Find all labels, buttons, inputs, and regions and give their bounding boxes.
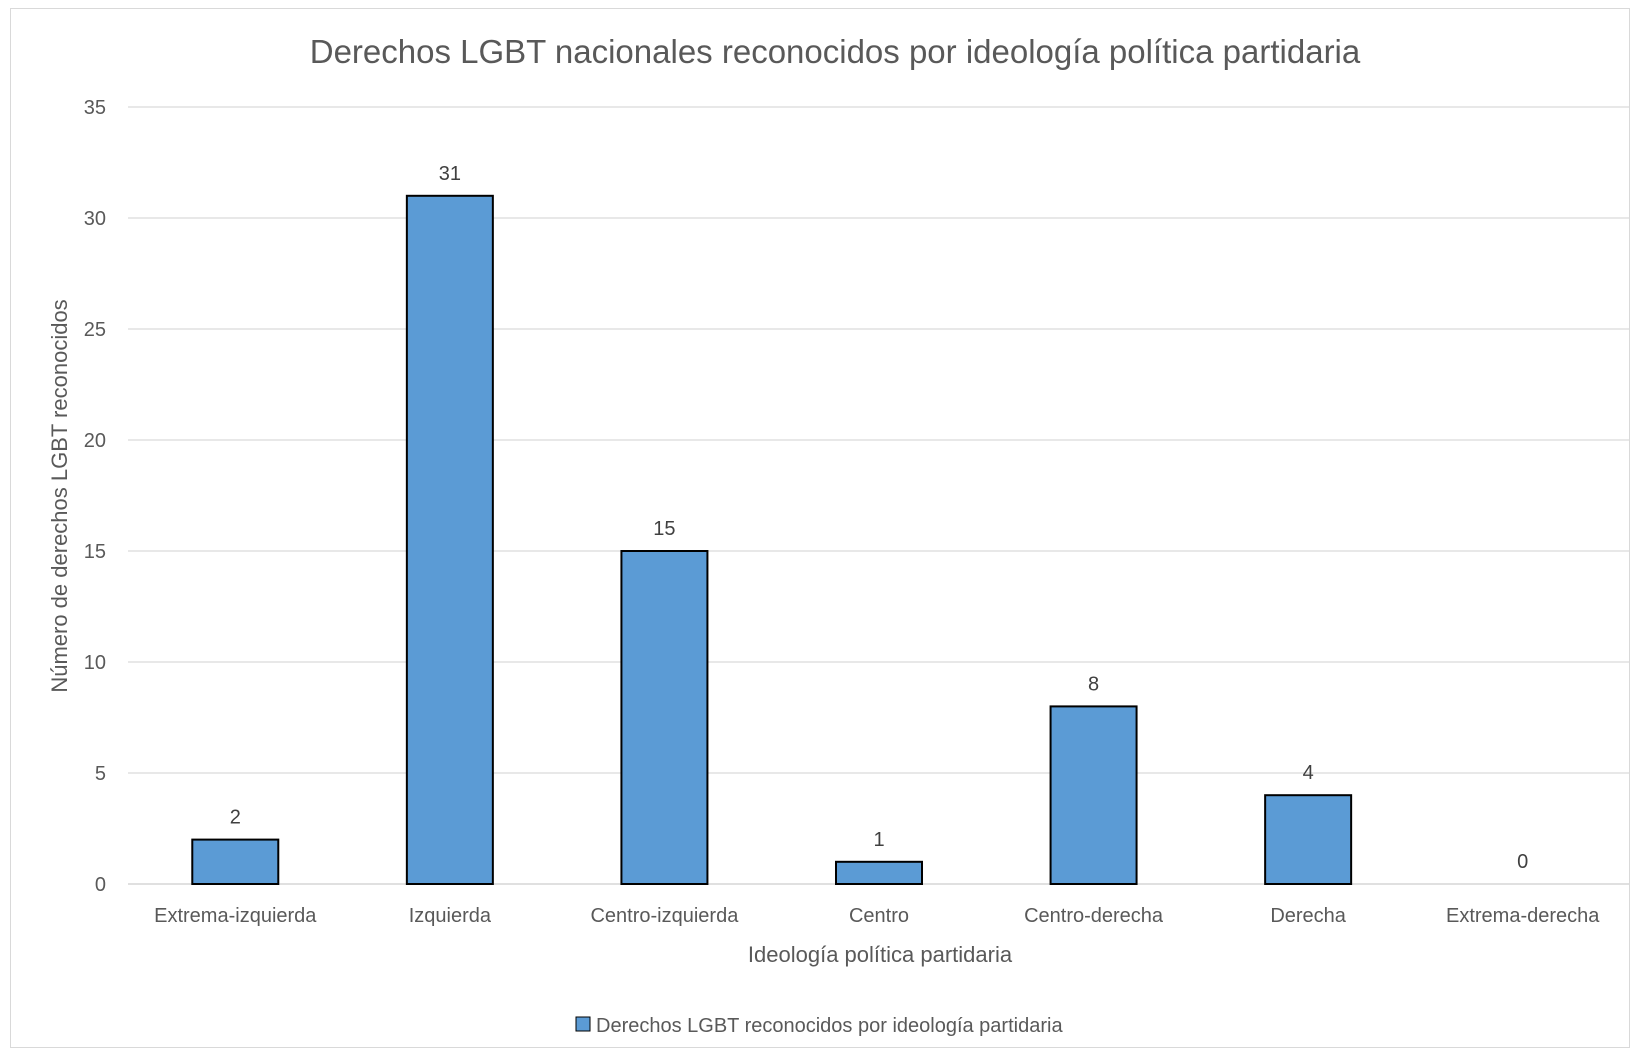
- x-tick-label: Centro-izquierda: [590, 905, 739, 927]
- chart-frame: [10, 8, 1630, 1048]
- gridlines: [128, 106, 1630, 885]
- bar-centro-izquierda: [620, 550, 709, 885]
- bar-extrema-izquierda: [191, 838, 280, 885]
- bar-centro-derecha: [1049, 705, 1138, 886]
- data-labels: 2 31 15 1 8 4 0: [230, 163, 1529, 873]
- x-tick-label: Centro-derecha: [1024, 905, 1164, 927]
- x-tick-label: Extrema-izquierda: [154, 905, 317, 927]
- data-label: 2: [230, 807, 241, 829]
- data-label: 31: [439, 163, 461, 185]
- bar-izquierda: [405, 194, 494, 886]
- data-label: 1: [873, 829, 884, 851]
- y-axis-ticks: 0 5 10 15 20 25 30 35: [84, 97, 106, 896]
- bar-derecha: [1264, 794, 1353, 886]
- data-label: 8: [1088, 673, 1099, 695]
- legend-swatch: [575, 1016, 591, 1032]
- bar-centro: [835, 860, 923, 885]
- y-tick-label: 10: [84, 652, 106, 674]
- y-tick-label: 5: [95, 763, 106, 785]
- y-tick-label: 30: [84, 208, 106, 230]
- chart-title: Derechos LGBT nacionales reconocidos por…: [310, 33, 1361, 70]
- x-tick-label: Derecha: [1270, 905, 1346, 927]
- x-axis-title: Ideología política partidaria: [748, 942, 1013, 967]
- y-tick-label: 0: [95, 874, 106, 896]
- data-label: 0: [1517, 851, 1528, 873]
- x-axis-ticks: Extrema-izquierda Izquierda Centro-izquier…: [154, 905, 1600, 927]
- legend-label: Derechos LGBT reconocidos por ideología …: [596, 1015, 1063, 1037]
- legend: Derechos LGBT reconocidos por ideología …: [575, 1015, 1063, 1037]
- data-label: 15: [653, 518, 675, 540]
- y-axis-title: Número de derechos LGBT reconocidos: [47, 299, 72, 692]
- data-label: 4: [1303, 762, 1314, 784]
- y-tick-label: 25: [84, 319, 106, 341]
- y-tick-label: 35: [84, 97, 106, 119]
- x-tick-label: Extrema-derecha: [1446, 905, 1600, 927]
- x-tick-label: Centro: [849, 905, 909, 927]
- x-tick-label: Izquierda: [409, 905, 492, 927]
- bars: [191, 194, 1353, 886]
- y-tick-label: 20: [84, 430, 106, 452]
- y-tick-label: 15: [84, 541, 106, 563]
